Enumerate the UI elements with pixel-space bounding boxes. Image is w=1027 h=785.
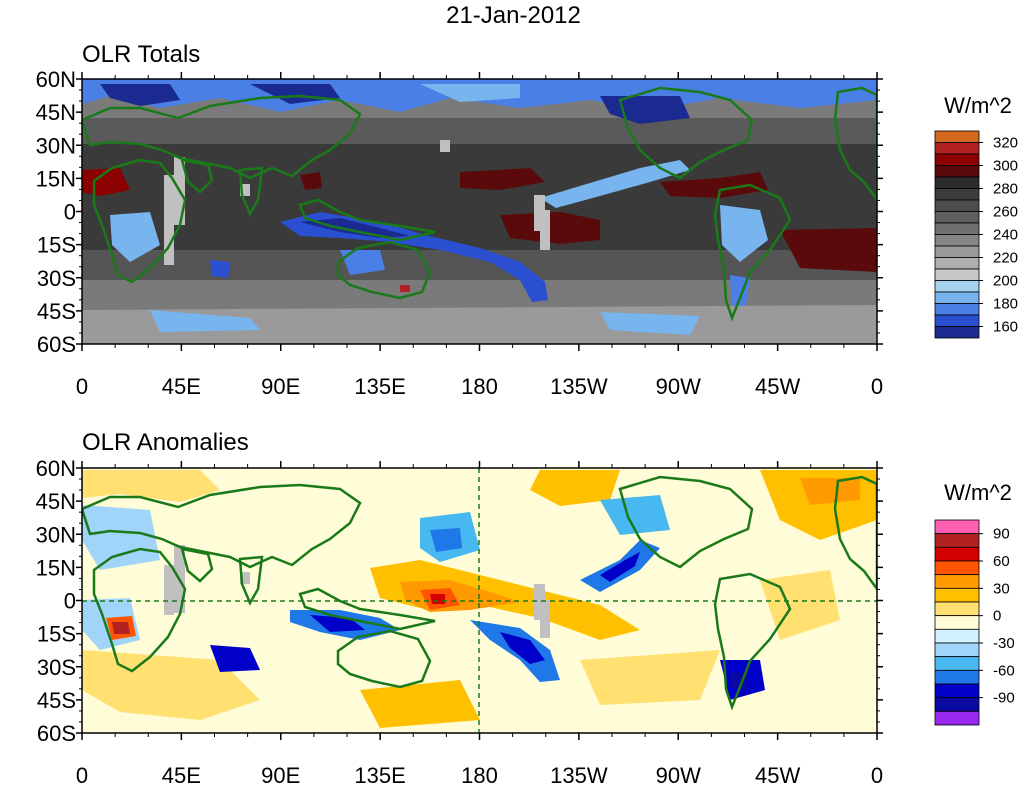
colorbar-label: 260 — [993, 204, 1018, 221]
x-tick-label: 0 — [76, 374, 88, 399]
colorbar-swatch — [934, 574, 980, 589]
colorbar-swatch — [934, 234, 980, 247]
y-tick-label: 30N — [36, 522, 76, 547]
colorbar-label: -30 — [993, 635, 1015, 652]
y-tick-label: 60N — [36, 67, 76, 92]
colorbar-label: 200 — [993, 273, 1018, 290]
colorbar-swatch — [934, 587, 980, 603]
colorbar-swatch — [934, 560, 980, 576]
colorbar-swatch — [934, 211, 980, 224]
colorbar-swatch — [934, 642, 980, 658]
colorbar-swatch — [934, 669, 980, 685]
colorbar-swatch — [934, 683, 980, 699]
y-tick-label: 15N — [36, 555, 76, 580]
y-tick-label: 0 — [64, 200, 76, 225]
colorbar-label: 0 — [993, 608, 1001, 625]
colorbar-label: 180 — [993, 296, 1018, 313]
x-tick-label: 180 — [461, 374, 498, 399]
colorbar-swatch — [934, 165, 980, 178]
x-tick-label: 45E — [162, 763, 201, 785]
y-tick-label: 45S — [37, 299, 76, 324]
colorbar-swatch — [934, 697, 980, 712]
colorbar-swatch — [934, 628, 980, 644]
y-tick-label: 30N — [36, 133, 76, 158]
colorbar-swatch — [934, 314, 980, 327]
y-tick-label: 45N — [36, 100, 76, 125]
y-tick-label: 60N — [36, 456, 76, 481]
colorbar-swatch — [934, 615, 980, 630]
panel-title-anomalies: OLR Anomalies — [82, 429, 249, 456]
y-tick-label: 15S — [37, 233, 76, 258]
colorbar-swatch — [934, 222, 980, 235]
x-tick-label: 0 — [76, 763, 88, 785]
colorbar-swatch — [934, 601, 980, 617]
colorbar-label: 280 — [993, 181, 1018, 198]
colorbar-label: 60 — [993, 553, 1010, 570]
totals-map — [82, 79, 877, 344]
x-tick-label: 0 — [871, 763, 883, 785]
x-tick-label: 90E — [261, 763, 300, 785]
colorbar-swatch — [934, 245, 980, 258]
y-tick-label: 30S — [37, 266, 76, 291]
y-tick-label: 0 — [64, 589, 76, 614]
colorbar-label: -60 — [993, 662, 1015, 679]
colorbar-swatch — [934, 153, 980, 166]
y-tick-label: 15S — [37, 622, 76, 647]
y-tick-label: 45S — [37, 688, 76, 713]
main-title: 21-Jan-2012 — [446, 2, 581, 29]
x-tick-label: 45W — [755, 763, 800, 785]
x-tick-label: 90W — [656, 763, 701, 785]
colorbar-label: 30 — [993, 580, 1010, 597]
x-tick-label: 90E — [261, 374, 300, 399]
colorbar-swatch — [934, 280, 980, 293]
colorbar-label: 90 — [993, 526, 1010, 543]
y-tick-label: 60S — [37, 721, 76, 746]
colorbar-swatch — [934, 142, 980, 155]
y-tick-label: 45N — [36, 489, 76, 514]
y-tick-label: 30S — [37, 655, 76, 680]
colorbar-anomalies: W/m^2 90 60 30 0 -30 -60 -90 — [934, 480, 1015, 726]
colorbar-swatch — [934, 291, 980, 304]
colorbar-label: 160 — [993, 319, 1018, 336]
panel-title-totals: OLR Totals — [82, 41, 201, 68]
x-tick-label: 180 — [461, 763, 498, 785]
colorbar-label: 300 — [993, 158, 1018, 175]
x-tick-label: 135E — [354, 374, 405, 399]
x-tick-label: 90W — [656, 374, 701, 399]
colorbar-label: 240 — [993, 227, 1018, 244]
colorbar-swatch — [934, 268, 980, 281]
colorbar-swatch — [934, 710, 980, 726]
colorbar-totals: W/m^2 320 300 280 260 240 220 200 180 160 — [934, 93, 1018, 339]
colorbar-swatch — [934, 303, 980, 316]
colorbar-swatch — [934, 656, 980, 671]
colorbar-swatch — [934, 199, 980, 212]
colorbar-label: -90 — [993, 690, 1015, 707]
colorbar-swatch — [934, 519, 980, 535]
anomaly-map — [82, 468, 877, 733]
colorbar-swatch — [934, 257, 980, 270]
x-tick-label: 135W — [550, 763, 608, 785]
colorbar-swatch — [934, 188, 980, 201]
colorbar-swatch — [934, 130, 980, 143]
y-tick-label: 60S — [37, 332, 76, 357]
colorbar-label: 320 — [993, 135, 1018, 152]
colorbar-swatch — [934, 546, 980, 562]
x-tick-label: 135E — [354, 763, 405, 785]
colorbar-swatch — [934, 176, 980, 189]
colorbar-unit: W/m^2 — [944, 480, 1012, 505]
x-tick-label: 45W — [755, 374, 800, 399]
x-tick-label: 0 — [871, 374, 883, 399]
colorbar-label: 220 — [993, 250, 1018, 267]
colorbar-swatch — [934, 326, 980, 339]
x-tick-label: 135W — [550, 374, 608, 399]
y-tick-label: 15N — [36, 166, 76, 191]
colorbar-unit: W/m^2 — [944, 93, 1012, 118]
x-tick-label: 45E — [162, 374, 201, 399]
colorbar-swatch — [934, 533, 980, 548]
